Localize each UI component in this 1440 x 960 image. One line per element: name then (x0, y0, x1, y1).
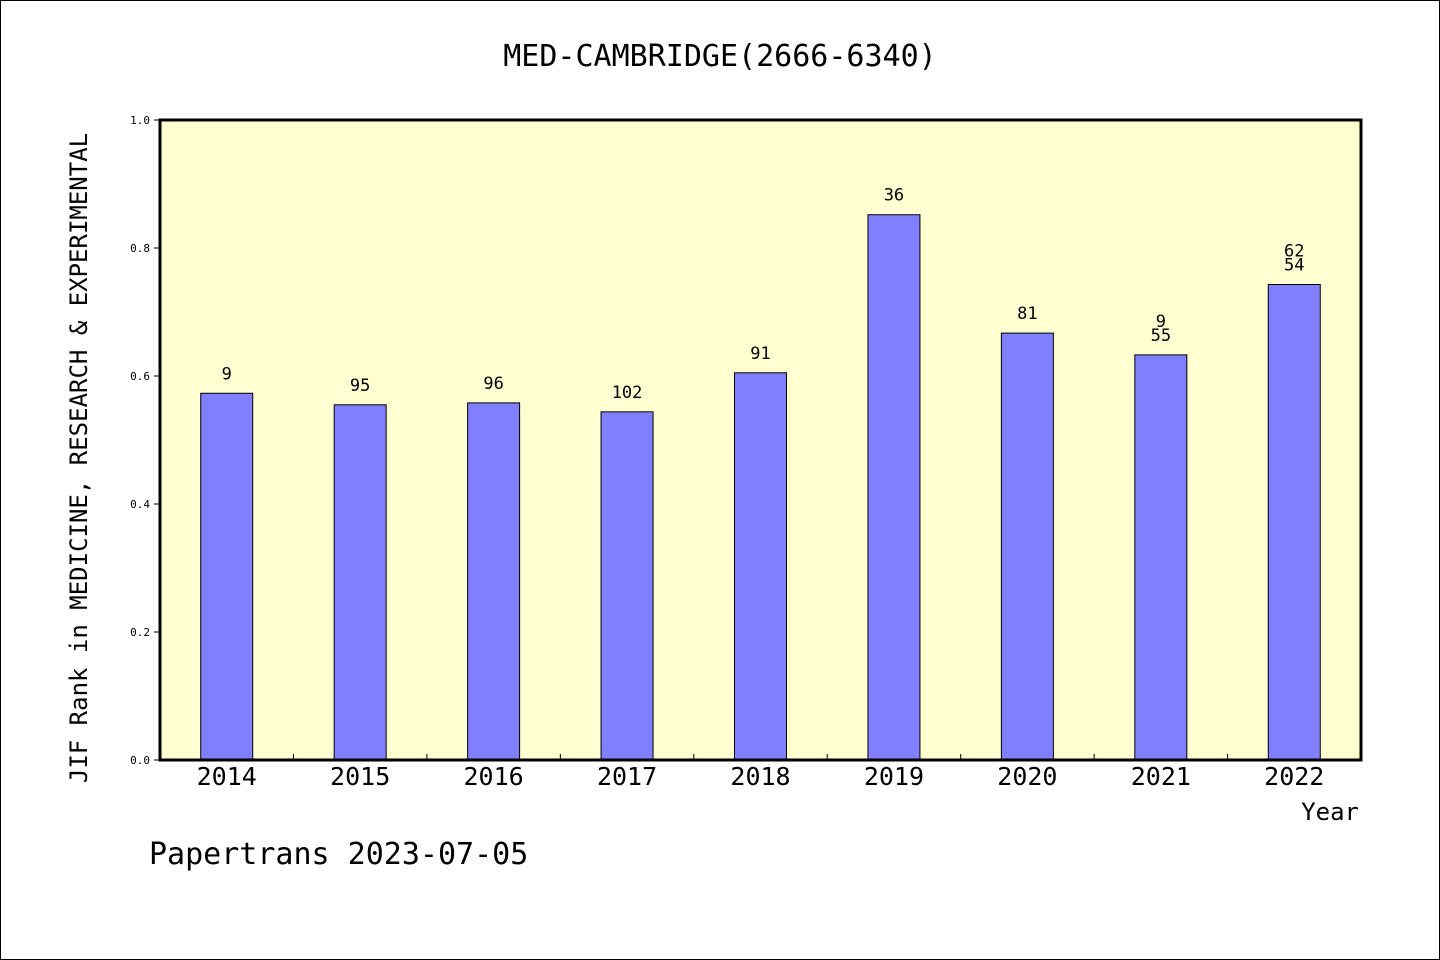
x-tick-label: 2015 (330, 762, 390, 791)
plot-border (158, 118, 1363, 762)
bar-value-label: 55 (1151, 326, 1171, 346)
x-tick-label: 2017 (597, 762, 657, 791)
watermark-text: Papertrans 2023-07-05 (149, 837, 528, 872)
bar-value-label: 96 (483, 374, 503, 394)
bar-value-label: 91 (750, 344, 770, 364)
bar-value-label: 95 (350, 376, 370, 396)
bar-2020 (1000, 332, 1054, 761)
bar-2019 (867, 214, 921, 761)
y-axis-ticks: 0.0 0.2 0.4 0.6 0.8 1.0 (130, 114, 160, 767)
bar-value-label: 54 (1284, 255, 1304, 275)
bar-series (200, 214, 1321, 761)
bar-2014 (200, 392, 254, 761)
bar-2018 (734, 372, 787, 761)
bar-2016 (467, 402, 521, 761)
y-tick-label: 1.0 (130, 114, 150, 127)
x-tick-label: 2018 (730, 762, 790, 791)
bar-value-label: 62 (1284, 241, 1304, 261)
y-tick-label: 0.4 (130, 498, 150, 511)
bar-value-label: 9 (1156, 312, 1166, 332)
chart-title: MED-CAMBRIDGE(2666-6340) (503, 39, 936, 74)
bar-2017 (600, 411, 654, 761)
x-tick-label: 2020 (997, 762, 1057, 791)
bar-value-label: 102 (612, 383, 643, 403)
x-axis-ticks: 2014 2015 2016 2017 2018 2019 2020 2021 2022 (197, 754, 1324, 791)
bar-value-label: 81 (1017, 304, 1037, 324)
y-tick-label: 0.8 (130, 242, 150, 255)
bar-value-label: 36 (884, 186, 904, 206)
x-tick-label: 2021 (1131, 762, 1191, 791)
bar-value-label: 9 (222, 364, 232, 384)
y-tick-label: 0.6 (130, 370, 150, 383)
bar-2021 (1134, 354, 1188, 761)
y-axis-label: JIF Rank in MEDICINE, RESEARCH & EXPERIM… (65, 133, 93, 783)
x-axis-label: Year (1301, 798, 1359, 826)
x-tick-label: 2019 (864, 762, 924, 791)
x-tick-label: 2014 (197, 762, 257, 791)
y-tick-label: 0.2 (130, 626, 150, 639)
bar-2022 (1267, 283, 1321, 761)
y-tick-label: 0.0 (130, 754, 150, 767)
x-tick-label: 2016 (464, 762, 524, 791)
bar-2015 (333, 404, 387, 761)
x-tick-label: 2022 (1264, 762, 1324, 791)
